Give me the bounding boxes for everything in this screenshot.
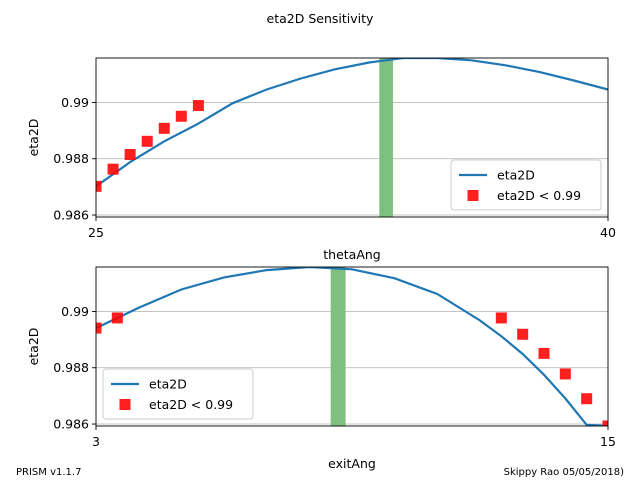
y-tick-label: 0.99 [61,95,89,110]
data-point-marker [559,368,571,380]
data-point-marker [141,135,153,147]
x-tick-label: 3 [92,434,100,449]
data-point-marker [495,312,507,324]
data-point-marker [111,312,123,324]
highlight-band [330,267,346,426]
legend-label: eta2D < 0.99 [497,188,581,203]
data-point-marker [124,149,136,161]
legend-label: eta2D < 0.99 [149,397,233,412]
data-point-marker [581,393,593,405]
series-line-eta2d [96,267,608,426]
footer-right: Skippy Rao 05/05/2018) [504,467,624,478]
y-tick-label: 0.986 [53,208,89,223]
series-line-eta2d [96,58,608,188]
data-point-marker [192,100,204,112]
data-point-marker [96,180,102,192]
x-tick-label: 15 [600,434,616,449]
x-axis-label: thetaAng [323,247,380,262]
y-tick-label: 0.988 [53,360,89,375]
top-subplot: 0.986 0.988 0.99 25 40 thetaAng eta2D eta2D eta2… [26,57,616,262]
y-tick-label: 0.986 [53,417,89,432]
legend-box [102,368,254,420]
x-tick-label: 25 [88,225,104,240]
x-axis-label: exitAng [328,456,376,471]
x-tick-label: 40 [600,225,616,240]
y-tick-label: 0.988 [53,151,89,166]
legend-label: eta2D [149,377,187,392]
data-point-marker [517,328,529,340]
y-tick-label: 0.99 [61,304,89,319]
legend-label: eta2D [497,168,535,183]
highlight-band [379,58,393,217]
legend-box [450,159,602,211]
axes-frame [95,266,609,427]
data-point-marker [158,122,170,134]
data-point-marker [96,322,102,334]
data-point-marker [175,110,187,122]
legend-marker-swatch [119,399,131,410]
y-axis-label: eta2D [26,119,41,157]
data-point-marker [602,420,608,426]
legend-marker-swatch [467,190,479,201]
figure-title: eta2D Sensitivity [267,11,374,26]
data-point-marker [107,163,119,175]
axes-frame [95,57,609,218]
bottom-subplot: 0.986 0.988 0.99 3 15 exitAng eta2D eta2D eta2D … [26,266,616,471]
footer-left: PRISM v1.1.7 [16,467,81,478]
y-axis-label: eta2D [26,328,41,366]
data-point-marker [538,347,550,359]
